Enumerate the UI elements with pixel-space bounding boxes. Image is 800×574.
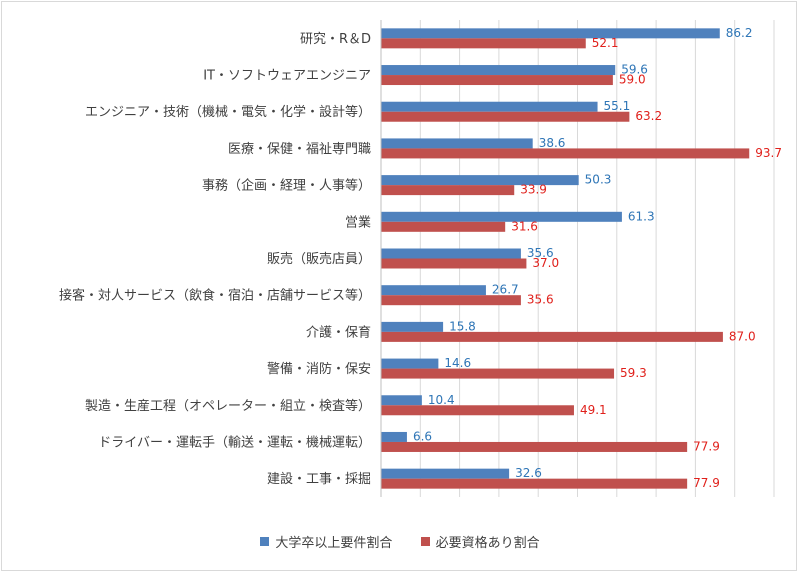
- category-label: 事務（企画・経理・人事等）: [202, 178, 371, 194]
- bar: [381, 405, 574, 416]
- bar: [381, 185, 515, 196]
- bar: [381, 148, 750, 159]
- data-label: 63.2: [635, 109, 662, 123]
- bar: [381, 368, 615, 379]
- bar: [381, 358, 439, 369]
- category-label: ドライバー・運転手（輸送・運転・機械運転）: [98, 435, 371, 450]
- data-label: 38.6: [539, 136, 566, 150]
- bar: [381, 211, 622, 222]
- category-label: 医療・保健・福祉専門職: [228, 142, 371, 157]
- data-label: 49.1: [580, 403, 607, 417]
- category-label: 営業: [345, 214, 371, 230]
- value-labels: 86.2 52.159.659.0 55.1 63.2 38.6 93.7 50.3 33.9…: [413, 26, 782, 490]
- bar: [381, 65, 616, 76]
- category-label: IT・ソフトウェアエンジニア: [203, 69, 371, 84]
- legend-label-series-2: 必要資格あり割合: [435, 536, 540, 551]
- data-label: 32.6: [515, 466, 542, 480]
- data-label: 6.6: [413, 429, 432, 443]
- data-label: 61.3: [628, 209, 655, 223]
- data-label: 55.1: [604, 99, 631, 113]
- bar: [381, 175, 579, 186]
- bar: [381, 441, 688, 452]
- bar: [381, 75, 613, 86]
- bar: [381, 285, 486, 296]
- data-label: 86.2: [726, 26, 753, 40]
- data-label: 59.6: [621, 63, 648, 77]
- data-label: 15.8: [449, 319, 476, 333]
- legend-swatch-series-1: [260, 537, 270, 546]
- data-label: 35.6: [527, 246, 554, 260]
- bar: [381, 28, 720, 39]
- data-label: 93.7: [755, 146, 782, 160]
- data-label: 33.9: [520, 183, 547, 197]
- data-label: 50.3: [585, 173, 612, 187]
- data-label: 10.4: [428, 393, 455, 407]
- bar: [381, 478, 688, 489]
- category-label: 建設・工事・採掘: [267, 471, 371, 487]
- category-label: エンジニア・技術（機械・電気・化学・設計等）: [85, 104, 371, 120]
- category-label: 研究・R＆D: [300, 32, 371, 47]
- legend-label-series-1: 大学卒以上要件割合: [275, 536, 393, 551]
- data-label: 87.0: [729, 329, 756, 343]
- bar: [381, 321, 444, 332]
- category-labels: 研究・R＆D IT・ソフトウェアエンジニアエンジニア・技術（機械・電気・化学・設計…: [59, 32, 371, 487]
- bar: [381, 38, 586, 49]
- data-label: 37.0: [532, 256, 559, 270]
- category-label: 警備・消防・保安: [267, 361, 371, 377]
- data-label: 14.6: [444, 356, 471, 370]
- data-label: 77.9: [693, 476, 720, 490]
- bar: [381, 295, 521, 306]
- bar: [381, 111, 630, 122]
- bar: [381, 101, 598, 112]
- category-label: 接客・対人サービス（飲食・宿泊・店舗サービス等）: [59, 288, 371, 304]
- bar: [381, 138, 533, 149]
- bar: [381, 248, 521, 259]
- legend-item-series-1: 大学卒以上要件割合: [260, 532, 392, 551]
- bar: [381, 395, 422, 406]
- bar: [381, 221, 506, 232]
- data-label: 59.0: [619, 73, 646, 87]
- data-label: 52.1: [592, 36, 619, 50]
- data-label: 59.3: [620, 366, 647, 380]
- legend: 大学卒以上要件割合 必要資格あり割合: [0, 532, 800, 551]
- bars: [381, 28, 750, 489]
- bar: [381, 258, 527, 269]
- data-label: 77.9: [693, 439, 720, 453]
- legend-swatch-series-2: [420, 537, 430, 546]
- data-label: 31.6: [511, 219, 538, 233]
- bar: [381, 431, 407, 442]
- category-label: 介護・保育: [306, 324, 371, 340]
- legend-item-series-2: 必要資格あり割合: [420, 532, 540, 551]
- data-label: 35.6: [527, 293, 554, 307]
- data-label: 26.7: [492, 283, 519, 297]
- category-label: 製造・生産工程（オペレーター・組立・検査等）: [85, 398, 371, 414]
- bar: [381, 331, 723, 342]
- bar: [381, 468, 510, 479]
- category-label: 販売（販売店員）: [267, 251, 371, 267]
